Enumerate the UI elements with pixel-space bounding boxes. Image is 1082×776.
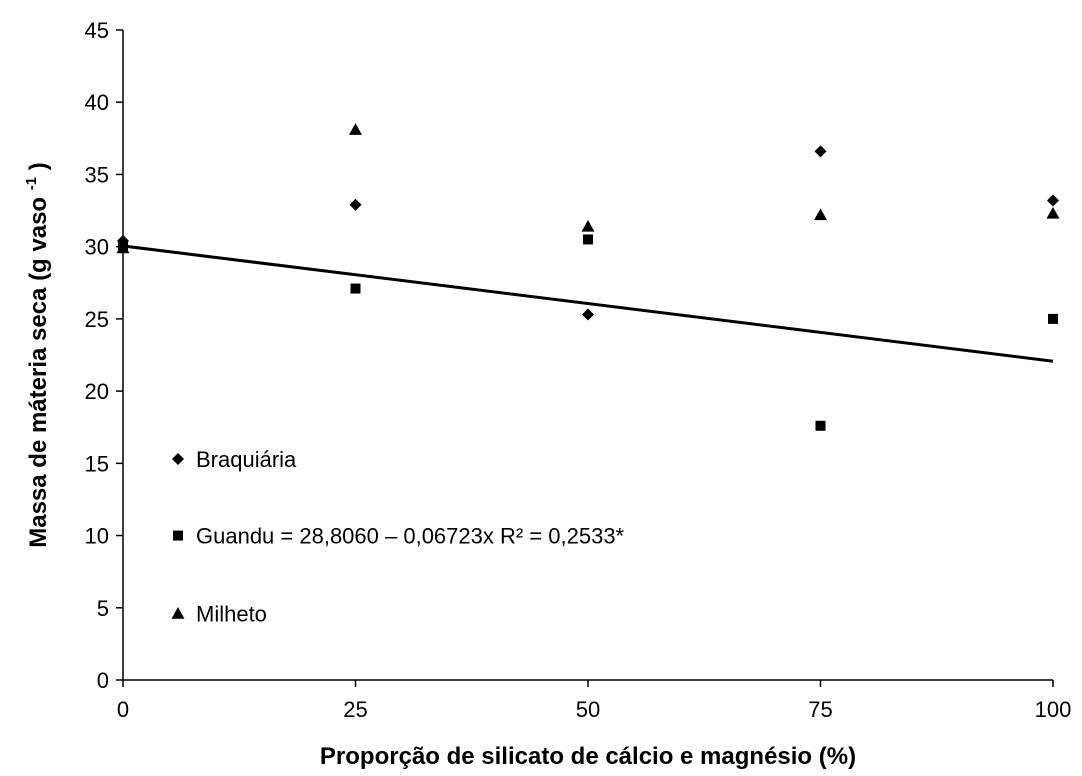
legend-marker-square — [173, 530, 183, 541]
point-diamond — [1047, 194, 1059, 207]
legend-label: Braquiária — [196, 447, 297, 472]
legend-label: Guandu = 28,8060 – 0,06723x R² = 0,2533* — [196, 524, 625, 549]
point-square — [583, 234, 593, 245]
y-tick-label: 40 — [85, 90, 109, 115]
y-tick-label: 0 — [97, 668, 109, 693]
legend-label: Milheto — [196, 602, 267, 627]
legend-marker-triangle — [171, 607, 185, 619]
axis-ticks: 0 5 10 15 20 25 30 35 40 45 0 25 50 75 100 — [85, 18, 1072, 722]
axes — [122, 30, 1053, 681]
y-axis-title-superscript: -1 — [23, 177, 40, 190]
x-tick-label: 0 — [117, 697, 129, 722]
x-axis-title: Proporção de silicato de cálcio e magnés… — [320, 743, 856, 770]
y-tick-label: 25 — [85, 307, 109, 332]
data-points — [116, 123, 1060, 431]
y-tick-label: 35 — [85, 162, 109, 187]
point-triangle — [349, 123, 362, 135]
x-tick-label: 75 — [808, 697, 832, 722]
y-tick-label: 10 — [85, 524, 109, 549]
point-square — [350, 283, 361, 294]
legend: Braquiária Guandu = 28,8060 – 0,06723x R²… — [171, 447, 625, 627]
x-tick-label: 50 — [576, 697, 600, 722]
x-tick-label: 100 — [1035, 697, 1072, 722]
x-tick-label: 25 — [343, 697, 367, 722]
point-square — [1048, 313, 1058, 324]
y-tick-label: 45 — [85, 18, 109, 43]
y-tick-label: 5 — [97, 596, 109, 621]
point-diamond — [582, 308, 594, 321]
point-triangle — [814, 208, 827, 221]
y-axis-title-end: ) — [25, 162, 52, 170]
point-triangle — [1046, 206, 1060, 219]
y-tick-label: 30 — [85, 235, 109, 260]
trendline-guandu — [122, 244, 1054, 363]
point-triangle — [116, 241, 130, 254]
y-tick-label: 20 — [85, 379, 109, 404]
y-axis-title-main: Massa de máteria seca (g vaso — [25, 197, 52, 548]
point-diamond — [349, 198, 362, 211]
point-diamond — [814, 145, 827, 158]
point-triangle — [581, 219, 595, 232]
y-axis-title: Massa de máteria seca (g vaso -1 ) — [15, 162, 52, 548]
legend-marker-diamond — [172, 453, 184, 465]
point-square — [815, 420, 826, 431]
trendline-layer — [122, 244, 1054, 363]
y-tick-label: 15 — [85, 451, 109, 476]
